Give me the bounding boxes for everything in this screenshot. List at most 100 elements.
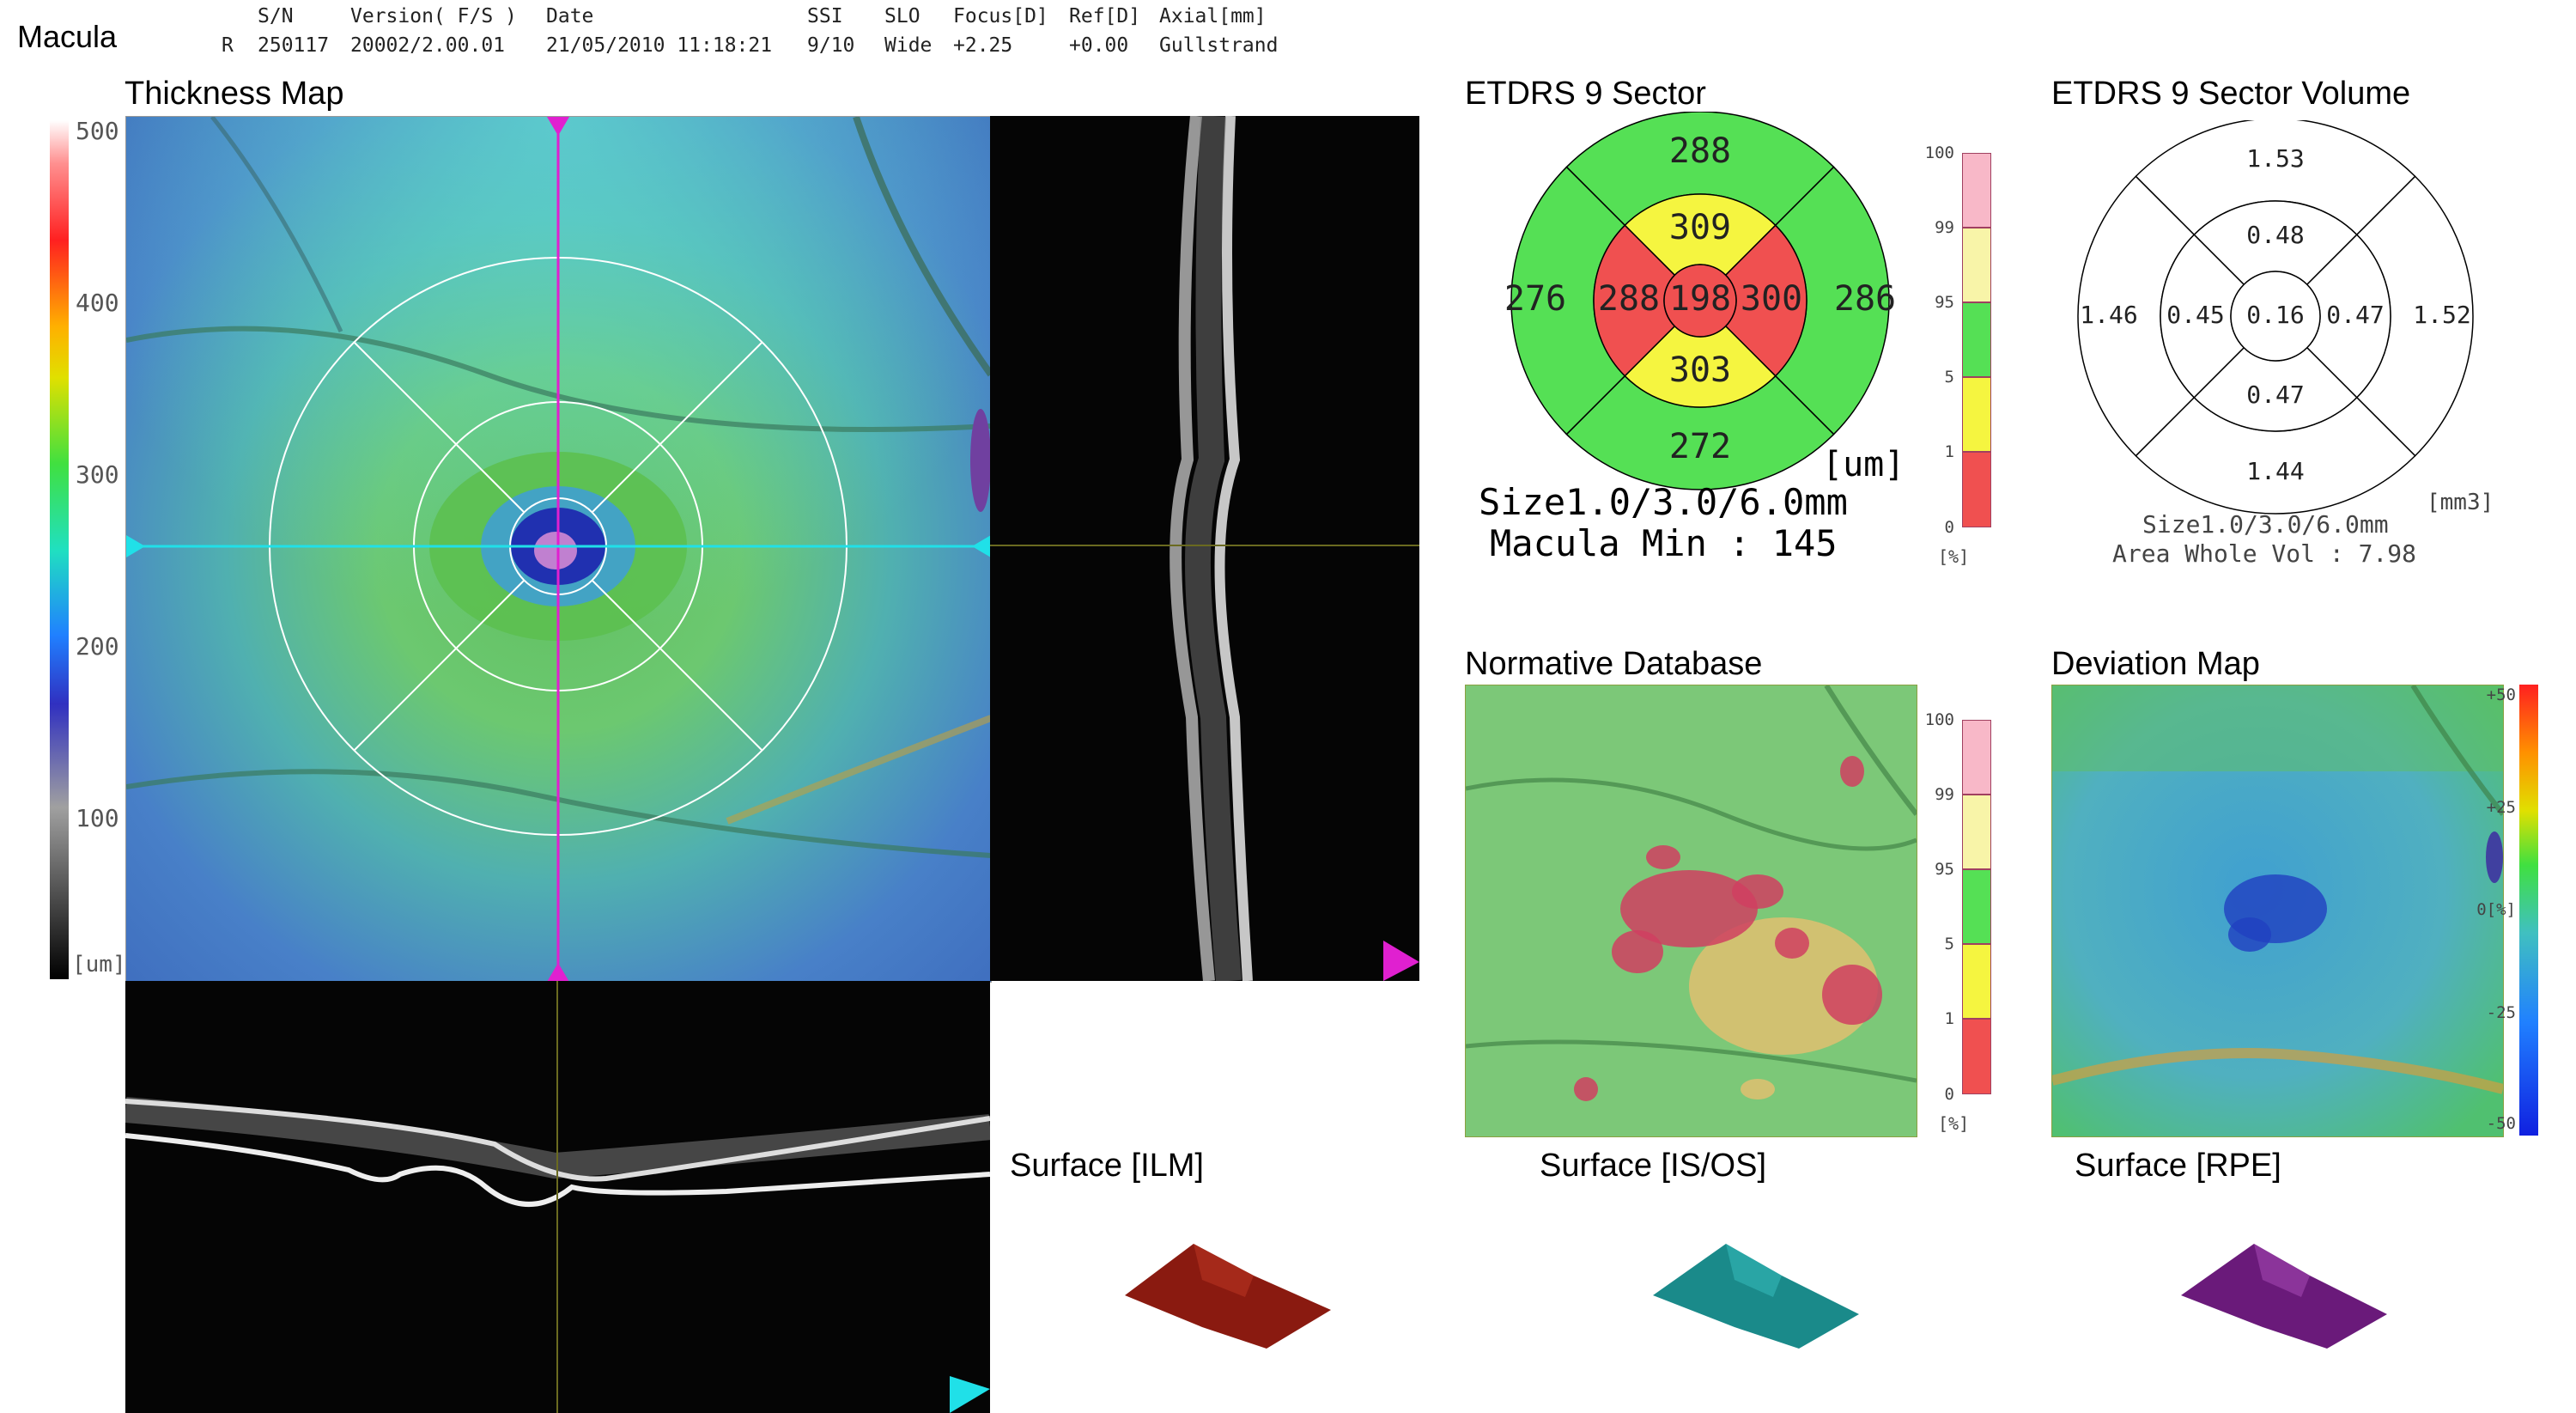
header-label-2: Date [546, 5, 594, 27]
sector-percentile-bar [1962, 153, 1991, 527]
normative-percentile-bar [1962, 720, 1991, 1094]
surface-rpe-3d[interactable] [2181, 1237, 2387, 1357]
tick-label: 100 [76, 804, 119, 832]
header-value-0: 250117 [258, 34, 330, 57]
inner-temporal-value: 300 [1741, 279, 1802, 319]
deviation-map-title: Deviation Map [2051, 646, 2260, 682]
header-label-0: S/N [258, 5, 294, 27]
outer-nasal-value: 276 [1504, 279, 1566, 319]
deviation-map-image[interactable] [2051, 685, 2504, 1137]
tick-label: 5 [1944, 934, 1954, 953]
scan-info-header: S/N 250117 Version( F/S ) 20002/2.00.01 Date… [0, 0, 1374, 60]
tick-label: -25 [2486, 1002, 2516, 1022]
percentile-segment [1962, 869, 1991, 944]
center-value: 198 [1669, 279, 1731, 319]
thickness-scale-ticks: 500 400 300 200 100 [69, 117, 129, 979]
header-value-2: 21/05/2010 11:18:21 [546, 34, 773, 57]
outer-temporal-value: 1.52 [2413, 301, 2470, 329]
surface-rpe-label: Surface [RPE] [2075, 1148, 2281, 1184]
tick-label: 0[%] [2476, 899, 2516, 919]
macula-min-value: Macula Min : 145 [1490, 522, 1838, 564]
percentile-segment [1962, 452, 1991, 527]
header-value-6: +0.00 [1069, 34, 1129, 57]
thickness-map-image[interactable] [125, 116, 992, 983]
percentile-segment [1962, 944, 1991, 1019]
tick-label: 99 [1935, 217, 1954, 237]
surface-ilm-3d[interactable] [1125, 1237, 1331, 1357]
tick-label: 500 [76, 117, 119, 145]
header-label-7: Axial[mm] [1159, 5, 1267, 27]
outer-nasal-value: 1.46 [2080, 301, 2137, 329]
header-label-5: Focus[D] [953, 5, 1048, 27]
percentile-segment [1962, 153, 1991, 228]
percentile-segment [1962, 377, 1991, 452]
header-label-6: Ref[D] [1069, 5, 1141, 27]
etdrs-sector-size: Size1.0/3.0/6.0mm [1479, 481, 1848, 523]
center-sector [2230, 271, 2321, 362]
tick-label: 200 [76, 632, 119, 661]
normative-db-title: Normative Database [1465, 646, 1763, 682]
header-value-1: 20002/2.00.01 [350, 34, 506, 57]
tick-label: +50 [2486, 685, 2516, 704]
etdrs-sector-chart[interactable]: 198 309 303 288 300 288 272 276 286 [1494, 111, 1906, 524]
percentile-segment [1962, 1019, 1991, 1094]
vertical-bscan-image[interactable] [990, 116, 1419, 981]
tick-label: 1 [1944, 1008, 1954, 1028]
tick-label: 1 [1944, 442, 1954, 461]
outer-temporal-value: 286 [1834, 279, 1896, 319]
thickness-map-title: Thickness Map [125, 76, 344, 112]
center-value: 0.16 [2246, 301, 2304, 329]
sector-percentile-unit: [%] [1938, 546, 1970, 567]
inner-nasal-value: 0.45 [2166, 301, 2224, 329]
header-label-4: SLO [884, 5, 920, 27]
surface-isos-label: Surface [IS/OS] [1540, 1148, 1766, 1184]
normative-db-map[interactable] [1465, 685, 1917, 1137]
etdrs-volume-unit: [mm3] [2427, 490, 2494, 515]
tick-label: 5 [1944, 367, 1954, 387]
tick-label: 95 [1935, 292, 1954, 312]
etdrs-volume-size: Size1.0/3.0/6.0mm [2142, 510, 2389, 539]
area-whole-volume: Area Whole Vol : 7.98 [2112, 539, 2417, 568]
sector-percentile-ticks: 100 99 95 5 1 0 [1889, 143, 1958, 537]
tick-label: 300 [76, 460, 119, 489]
percentile-segment [1962, 795, 1991, 869]
outer-superior-value: 1.53 [2246, 144, 2304, 173]
percentile-segment [1962, 720, 1991, 795]
horizontal-bscan-image[interactable] [125, 981, 990, 1413]
deviation-scale-ticks: +50 +25 0[%] -25 -50 [2456, 685, 2518, 1136]
percentile-segment [1962, 228, 1991, 302]
surface-isos-3d[interactable] [1653, 1237, 1859, 1357]
header-label-1: Version( F/S ) [350, 5, 517, 27]
tick-label: 400 [76, 289, 119, 317]
etdrs-sector-title: ETDRS 9 Sector [1465, 76, 1706, 112]
tick-label: 0 [1944, 517, 1954, 537]
outer-superior-value: 288 [1669, 131, 1731, 171]
tick-label: 100 [1924, 143, 1954, 162]
normative-percentile-unit: [%] [1938, 1113, 1970, 1134]
inner-superior-value: 0.48 [2246, 221, 2304, 249]
tick-label: 100 [1924, 710, 1954, 729]
header-value-4: Wide [884, 34, 933, 57]
header-value-7: Gullstrand [1159, 34, 1279, 57]
etdrs-volume-title: ETDRS 9 Sector Volume [2051, 76, 2411, 112]
header-value-5: +2.25 [953, 34, 1013, 57]
percentile-segment [1962, 302, 1991, 377]
inner-temporal-value: 0.47 [2326, 301, 2384, 329]
tick-label: -50 [2486, 1113, 2516, 1133]
tick-label: 0 [1944, 1084, 1954, 1104]
tick-label: 99 [1935, 784, 1954, 804]
etdrs-sector-unit: [um] [1822, 445, 1905, 484]
thickness-scale-unit: [um] [72, 952, 126, 978]
tick-label: 95 [1935, 859, 1954, 879]
etdrs-volume-chart[interactable]: 0.16 0.48 0.47 0.45 0.47 1.53 1.44 1.46 1.52 [2069, 118, 2482, 515]
surface-ilm-label: Surface [ILM] [1010, 1148, 1204, 1184]
inner-nasal-value: 288 [1598, 279, 1660, 319]
tick-label: +25 [2486, 797, 2516, 817]
inner-inferior-value: 0.47 [2246, 381, 2304, 409]
center-sector [1663, 264, 1737, 338]
outer-inferior-value: 272 [1669, 427, 1731, 466]
deviation-color-scale [2519, 685, 2538, 1136]
eye-side: R [222, 34, 234, 57]
header-label-3: SSI [807, 5, 843, 27]
app-title: Macula [17, 19, 118, 54]
